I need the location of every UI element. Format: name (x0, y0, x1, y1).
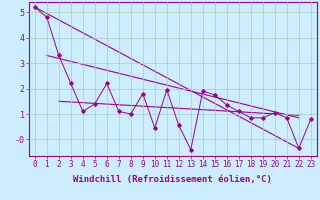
X-axis label: Windchill (Refroidissement éolien,°C): Windchill (Refroidissement éolien,°C) (73, 175, 272, 184)
